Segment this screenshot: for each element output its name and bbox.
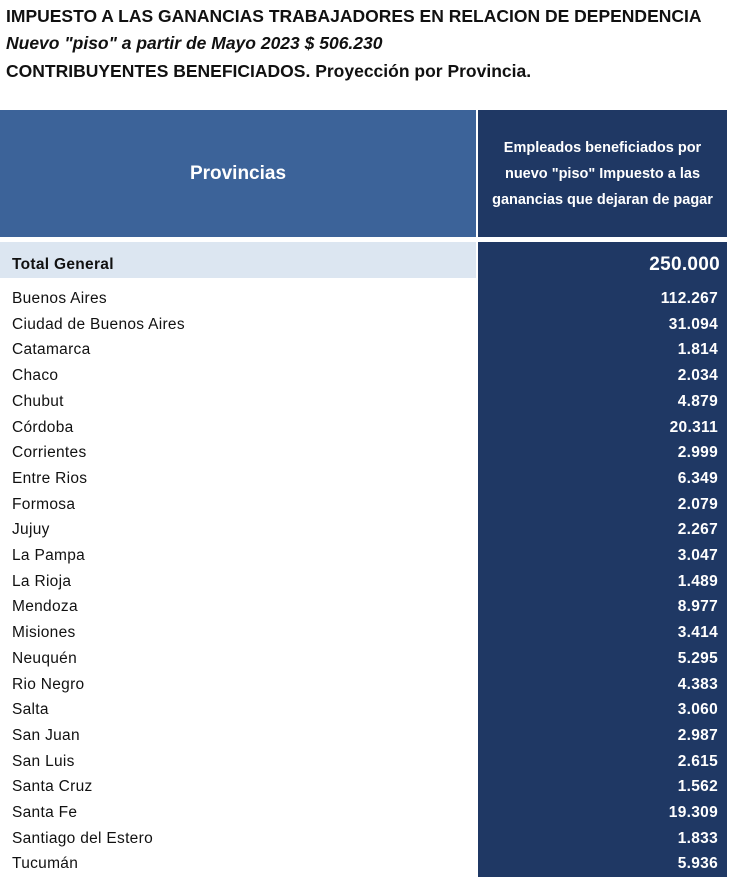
title: IMPUESTO A LAS GANANCIAS TRABAJADORES EN… bbox=[6, 6, 702, 26]
province-value: 112.267 bbox=[660, 290, 718, 307]
province-name: Neuquén bbox=[12, 649, 78, 667]
province-value: 2.999 bbox=[677, 444, 718, 462]
total-label: Total General bbox=[12, 256, 114, 273]
province-value: 2.987 bbox=[677, 726, 718, 744]
province-value: 20.311 bbox=[669, 418, 718, 436]
province-value: 1.562 bbox=[677, 778, 718, 796]
province-value: 1.833 bbox=[677, 829, 718, 847]
province-value: 4.383 bbox=[677, 675, 718, 693]
province-name: Corrientes bbox=[12, 444, 87, 462]
subtitle: CONTRIBUYENTES BENEFICIADOS. Proyección … bbox=[6, 61, 532, 81]
province-value: 1.489 bbox=[677, 572, 718, 590]
province-name: Chaco bbox=[12, 367, 59, 385]
province-value: 2.267 bbox=[677, 521, 718, 539]
column-header: Empleados beneficiados por nuevo "piso" … bbox=[478, 110, 727, 237]
province-value: 5.295 bbox=[677, 649, 718, 667]
province-value: 2.615 bbox=[677, 752, 718, 770]
province-name: Catamarca bbox=[12, 341, 91, 359]
province-name: Santa Fe bbox=[12, 804, 78, 821]
province-value: 8.977 bbox=[677, 598, 718, 616]
province-name: Tucumán bbox=[12, 855, 79, 873]
province-name: La Rioja bbox=[12, 572, 72, 590]
province-value: 2.034 bbox=[677, 367, 718, 385]
province-name: Córdoba bbox=[12, 418, 74, 436]
province-name: San Luis bbox=[12, 752, 75, 770]
province-name: Chubut bbox=[12, 392, 64, 410]
province-name: Santa Cruz bbox=[12, 778, 93, 796]
province-value: 6.349 bbox=[677, 469, 718, 487]
province-name: Jujuy bbox=[12, 521, 50, 539]
column-header: Provincias bbox=[0, 110, 476, 237]
province-name: Rio Negro bbox=[12, 675, 85, 693]
province-value: 3.060 bbox=[677, 701, 718, 719]
province-name: Misiones bbox=[12, 624, 76, 642]
province-name: Ciudad de Buenos Aires bbox=[12, 315, 185, 333]
province-name: Formosa bbox=[12, 495, 76, 513]
province-name: Santiago del Estero bbox=[12, 829, 153, 847]
province-name: La Pampa bbox=[12, 547, 86, 564]
subtitle: Nuevo "piso" a partir de Mayo 2023 $ 506… bbox=[6, 33, 383, 53]
province-value: 1.814 bbox=[677, 341, 718, 359]
province-name: Entre Rios bbox=[12, 469, 88, 487]
province-value: 5.936 bbox=[677, 855, 718, 873]
province-name: Buenos Aires bbox=[12, 290, 107, 307]
province-value: 3.414 bbox=[677, 624, 718, 642]
province-value: 31.094 bbox=[668, 315, 718, 333]
province-value: 2.079 bbox=[677, 495, 718, 513]
province-value: 3.047 bbox=[677, 547, 718, 564]
total-value: 250.000 bbox=[649, 254, 720, 275]
province-name: San Juan bbox=[12, 726, 80, 744]
province-name: Salta bbox=[12, 701, 49, 719]
province-name: Mendoza bbox=[12, 598, 78, 616]
value-column-bg bbox=[478, 242, 727, 877]
province-value: 19.309 bbox=[668, 804, 718, 821]
total-row-bg bbox=[0, 242, 476, 278]
province-value: 4.879 bbox=[677, 392, 718, 410]
